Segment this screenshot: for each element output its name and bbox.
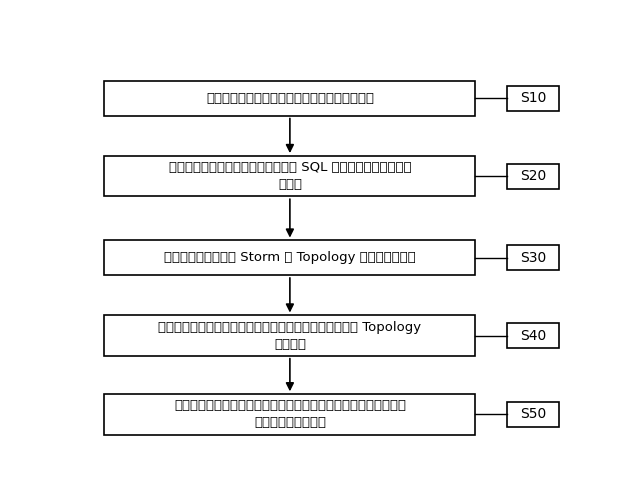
- Bar: [105, 315, 475, 356]
- Text: S40: S40: [520, 328, 547, 343]
- Text: S30: S30: [520, 251, 547, 265]
- Text: 需求配置层完成前端数据结构及过滤条件的设定: 需求配置层完成前端数据结构及过滤条件的设定: [206, 92, 374, 105]
- Bar: [507, 402, 560, 427]
- Bar: [105, 156, 475, 196]
- Bar: [507, 164, 560, 189]
- Text: S50: S50: [520, 407, 547, 421]
- Text: 数据画像层完成结果数据在数据仓库中的存储，及数据画像的实时
生成并展示给决策者: 数据画像层完成结果数据在数据仓库中的存储，及数据画像的实时 生成并展示给决策者: [174, 399, 406, 429]
- Text: 系统完成层完成代码生成及编译打包的功能，并把最终的 Topology
提交执行: 系统完成层完成代码生成及编译打包的功能，并把最终的 Topology 提交执行: [158, 320, 422, 351]
- Text: 算子功能拓扑层完成 Storm 的 Topology 的功能算子解析: 算子功能拓扑层完成 Storm 的 Topology 的功能算子解析: [164, 251, 416, 264]
- Bar: [105, 241, 475, 275]
- Bar: [105, 81, 475, 116]
- Text: S20: S20: [520, 169, 547, 183]
- Text: 数据结构解析层完成包括数据结构及 SQL 指令的配置文件中数据
的解析: 数据结构解析层完成包括数据结构及 SQL 指令的配置文件中数据 的解析: [168, 161, 412, 191]
- Bar: [507, 246, 560, 270]
- Text: S10: S10: [520, 91, 547, 105]
- Bar: [105, 394, 475, 435]
- Bar: [507, 86, 560, 111]
- Bar: [507, 323, 560, 348]
